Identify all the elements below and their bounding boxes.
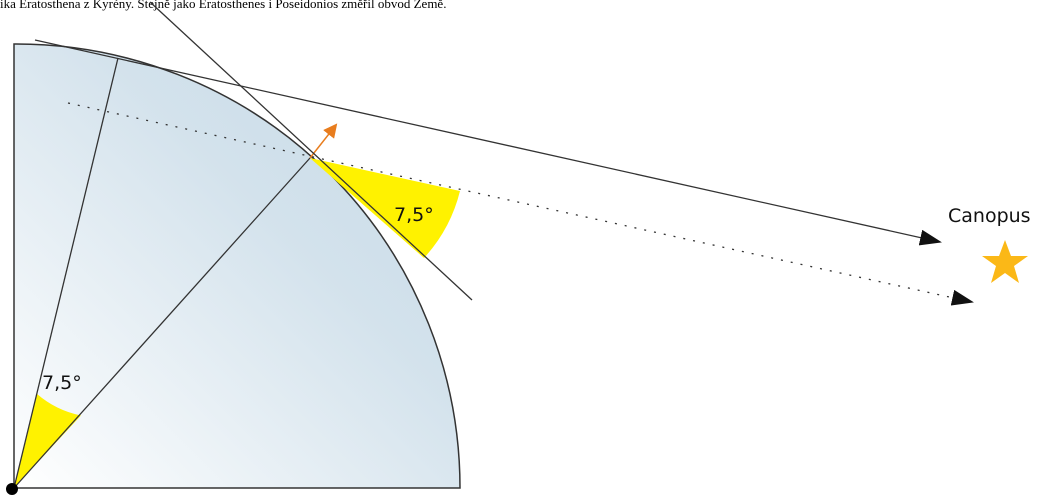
- star: [982, 240, 1028, 283]
- earth-quadrant: [14, 44, 460, 488]
- page: {"caption": "ika Eratosthena z Kyrény. S…: [0, 0, 1060, 497]
- center-point: [6, 483, 18, 495]
- angle-label: 7,5°: [394, 204, 434, 226]
- angle-label: 7,5°: [42, 372, 82, 394]
- star-label: Canopus: [948, 205, 1031, 227]
- diagram: 7,5° 7,5° Canopus: [0, 0, 1060, 497]
